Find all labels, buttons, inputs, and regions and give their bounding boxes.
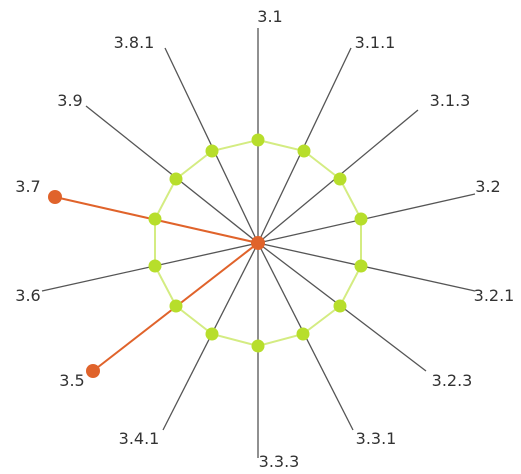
- ring-node-3-8-1[interactable]: [205, 144, 219, 158]
- spoke-label-3-9: 3.9: [57, 91, 82, 110]
- ring-nodes-layer: [148, 133, 368, 353]
- spoke-label-3-3-3: 3.3.3: [259, 452, 300, 471]
- end-nodes-layer: [48, 190, 100, 378]
- ring-node-3-1[interactable]: [251, 133, 265, 147]
- spoke-label-3-3-1: 3.3.1: [356, 429, 397, 448]
- ring-node-3-5[interactable]: [169, 299, 183, 313]
- end-node-3-5[interactable]: [86, 364, 100, 378]
- ring-node-3-2[interactable]: [354, 212, 368, 226]
- spoke-label-3-2-3: 3.2.3: [432, 371, 473, 390]
- ring-node-3-2-1[interactable]: [354, 259, 368, 273]
- spoke-label-3-1: 3.1: [257, 7, 282, 26]
- ring-node-3-1-3[interactable]: [333, 172, 347, 186]
- spoke-label-3-5: 3.5: [59, 371, 84, 390]
- center-node[interactable]: [251, 236, 265, 250]
- end-node-3-7[interactable]: [48, 190, 62, 204]
- ring-node-3-7[interactable]: [148, 212, 162, 226]
- ring-node-3-9[interactable]: [169, 172, 183, 186]
- spoke-label-3-8-1: 3.8.1: [114, 33, 155, 52]
- ring-node-3-2-3[interactable]: [333, 299, 347, 313]
- spoke-label-3-1-1: 3.1.1: [355, 33, 396, 52]
- ring-node-3-3-1[interactable]: [296, 327, 310, 341]
- spoke-label-3-7: 3.7: [15, 177, 40, 196]
- ring-node-3-3-3[interactable]: [251, 339, 265, 353]
- spoke-label-3-2-1: 3.2.1: [474, 286, 515, 305]
- labels-layer: 3.1 3.1.1 3.1.3 3.2 3.2.1 3.2.3 3.3.1 3.3.3 3.4.…: [15, 7, 514, 471]
- spoke-label-3-6: 3.6: [15, 286, 40, 305]
- ring-node-3-4-1[interactable]: [205, 327, 219, 341]
- spoke-label-3-4-1: 3.4.1: [119, 429, 160, 448]
- ring-node-3-6[interactable]: [148, 259, 162, 273]
- spoke-label-3-2: 3.2: [475, 177, 500, 196]
- ring-node-3-1-1[interactable]: [297, 144, 311, 158]
- spoke-label-3-1-3: 3.1.3: [430, 91, 471, 110]
